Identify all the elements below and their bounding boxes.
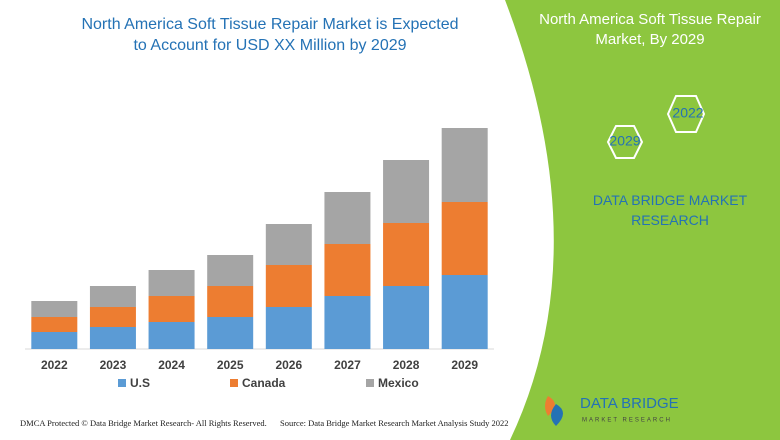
legend-swatch xyxy=(118,379,126,387)
bar-segment xyxy=(383,286,430,349)
bar-segment xyxy=(324,192,371,244)
x-tick-label: 2023 xyxy=(100,358,127,372)
footer-left: DMCA Protected © Data Bridge Market Rese… xyxy=(20,418,267,428)
x-tick-label: 2024 xyxy=(158,358,185,372)
bar-segment xyxy=(148,270,195,296)
bar-segment xyxy=(31,301,78,317)
hex-label: 2029 xyxy=(609,133,640,149)
bar-segment xyxy=(383,223,430,286)
logo-icon xyxy=(551,404,563,426)
x-tick-label: 2022 xyxy=(41,358,68,372)
legend-label: U.S xyxy=(130,376,150,390)
bar-segment xyxy=(265,265,312,307)
footer-right: Source: Data Bridge Market Research Mark… xyxy=(280,418,509,428)
bar-segment xyxy=(148,322,195,349)
chart-title: North America Soft Tissue Repair Market … xyxy=(81,16,459,54)
x-tick-label: 2029 xyxy=(451,358,478,372)
bar-segment xyxy=(383,160,430,223)
x-tick-label: 2027 xyxy=(334,358,361,372)
legend-swatch xyxy=(366,379,374,387)
bar-segment xyxy=(31,332,78,349)
x-tick-label: 2026 xyxy=(275,358,302,372)
hexagon xyxy=(666,95,706,133)
bar-segment xyxy=(89,327,136,349)
side-panel-bg xyxy=(505,0,780,440)
bar-segment xyxy=(441,275,488,349)
bar-segment xyxy=(31,317,78,332)
hex-label: 2022 xyxy=(672,105,703,121)
bar-segment xyxy=(207,255,254,286)
bar-segment xyxy=(265,307,312,349)
logo-tagline: MARKET RESEARCH xyxy=(582,418,672,424)
bar-segment xyxy=(441,128,488,202)
bar-segment xyxy=(324,296,371,349)
x-tick-label: 2028 xyxy=(393,358,420,372)
bar-segment xyxy=(207,317,254,349)
bar-segment xyxy=(441,202,488,275)
bar-segment xyxy=(148,296,195,322)
hexagon xyxy=(606,125,644,159)
legend-swatch xyxy=(230,379,238,387)
side-title: North America Soft Tissue Repair Market,… xyxy=(539,11,761,48)
legend-label: Canada xyxy=(242,376,286,390)
bar-segment xyxy=(324,244,371,296)
brand: DATA BRIDGE MARKET RESEARCH xyxy=(592,192,748,228)
bar-segment xyxy=(265,224,312,265)
bar-segment xyxy=(207,286,254,317)
logo-name: DATA BRIDGE xyxy=(580,395,679,412)
x-tick-label: 2025 xyxy=(217,358,244,372)
legend-label: Mexico xyxy=(378,376,419,390)
bar-segment xyxy=(89,307,136,327)
bar-segment xyxy=(89,286,136,307)
